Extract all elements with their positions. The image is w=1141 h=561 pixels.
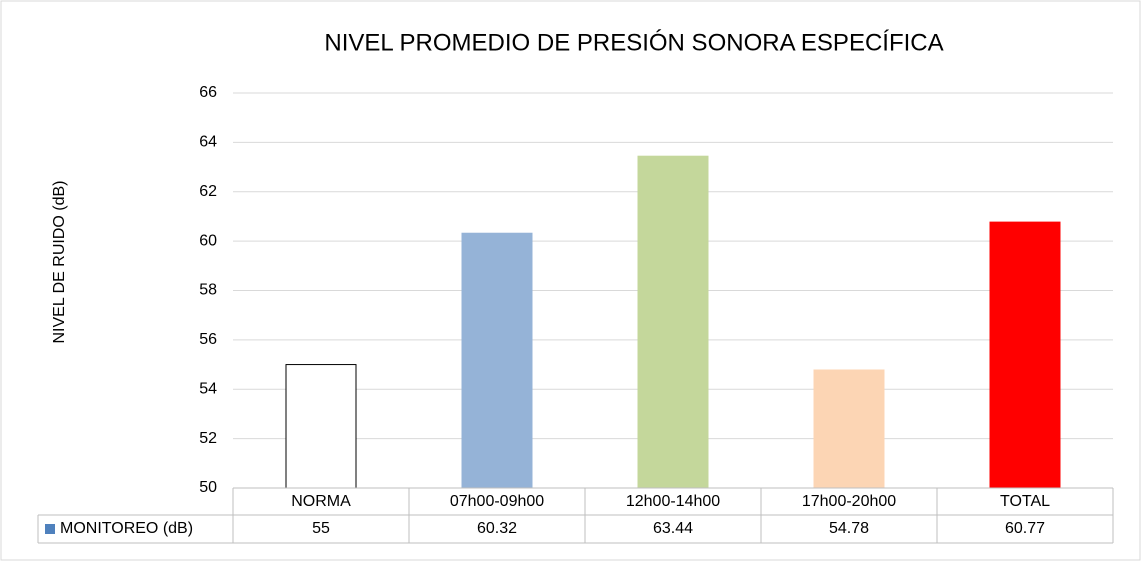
y-tick-label: 58: [199, 282, 217, 299]
x-tick-label: 12h00-14h00: [626, 493, 720, 510]
x-tick-label: 17h00-20h00: [802, 493, 896, 510]
legend-label: MONITOREO (dB): [60, 520, 193, 537]
data-table-value: 60.32: [477, 520, 517, 537]
y-tick-label: 50: [199, 479, 217, 496]
bar: [637, 155, 709, 489]
y-tick-label: 62: [199, 183, 217, 200]
y-tick-label: 56: [199, 331, 217, 348]
x-tick-label: 07h00-09h00: [450, 493, 544, 510]
x-tick-label: NORMA: [291, 493, 351, 510]
y-tick-label: 52: [199, 430, 217, 447]
bar: [461, 232, 533, 489]
bar: [989, 221, 1061, 489]
legend-swatch: [45, 524, 55, 534]
y-tick-label: 54: [199, 380, 217, 397]
data-table-value: 60.77: [1005, 520, 1045, 537]
chart-title: NIVEL PROMEDIO DE PRESIÓN SONORA ESPECÍF…: [324, 29, 943, 56]
bar: [285, 364, 357, 489]
y-axis-title: NIVEL DE RUIDO (dB): [51, 181, 68, 344]
y-tick-label: 66: [199, 84, 217, 101]
data-table-value: 55: [312, 520, 330, 537]
bar: [813, 369, 885, 489]
y-tick-label: 60: [199, 232, 217, 249]
x-tick-label: TOTAL: [1000, 493, 1050, 510]
data-table-value: 63.44: [653, 520, 693, 537]
y-tick-label: 64: [199, 134, 217, 151]
data-table-value: 54.78: [829, 520, 869, 537]
